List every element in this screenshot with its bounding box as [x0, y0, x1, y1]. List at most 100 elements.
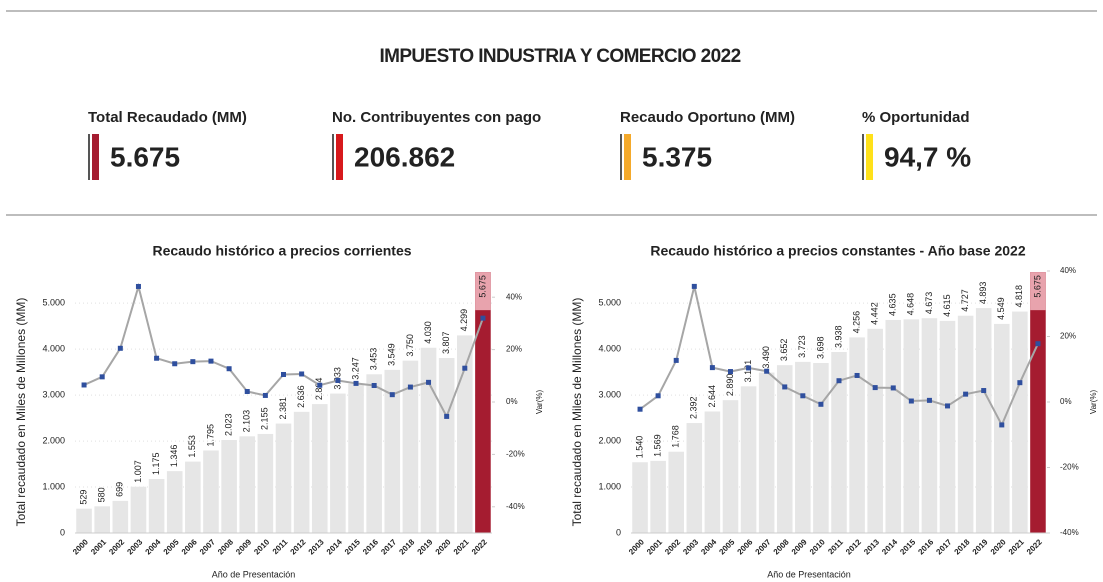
bar-value-label: 3.247 — [350, 357, 360, 380]
bar-value-label: 529 — [78, 490, 88, 505]
var-marker — [190, 359, 196, 365]
bar — [348, 383, 364, 533]
bar — [668, 451, 684, 533]
y2-tick-label: 20% — [1060, 332, 1076, 341]
var-marker — [462, 365, 468, 371]
y2-tick-label: -40% — [1060, 528, 1079, 537]
bar-value-label: 3.490 — [761, 346, 771, 369]
y2-axis-title: Var(%) — [535, 390, 544, 415]
bar-value-label: 4.615 — [942, 294, 952, 317]
bar-value-label: 2.103 — [242, 410, 252, 433]
bar-value-label: 4.256 — [851, 311, 861, 334]
bar — [130, 486, 147, 533]
var-marker — [1035, 341, 1041, 347]
bar-value-label: 1.553 — [187, 435, 197, 458]
bar — [366, 374, 382, 533]
kpi-value: 5.375 — [642, 141, 712, 172]
var-marker — [426, 379, 432, 385]
bar — [76, 508, 92, 533]
var-marker — [981, 388, 987, 394]
y2-tick-label: 0% — [506, 397, 518, 406]
var-marker — [709, 365, 715, 371]
bar — [221, 440, 237, 533]
var-marker — [172, 361, 178, 367]
bar-value-label: 3.807 — [441, 331, 451, 354]
bar-value-label: 1.795 — [205, 424, 215, 447]
var-marker — [818, 401, 824, 407]
bar — [112, 500, 129, 533]
bar — [939, 320, 956, 533]
bar-value-label: 2.636 — [296, 385, 306, 408]
var-marker — [444, 413, 450, 419]
bar — [758, 372, 775, 533]
var-marker — [746, 365, 752, 371]
kpi-divider — [332, 134, 334, 180]
y-tick-label: 0 — [60, 527, 65, 537]
var-marker — [764, 368, 770, 374]
bar — [957, 315, 974, 533]
bar — [457, 335, 473, 533]
var-marker — [99, 374, 105, 380]
bar — [1012, 311, 1028, 533]
y-tick-label: 2.000 — [42, 435, 65, 445]
bar-value-label: 4.727 — [960, 289, 970, 312]
bar-value-label: 5.675 — [477, 275, 487, 298]
bar-value-label: 3.938 — [833, 325, 843, 348]
bar — [94, 506, 110, 533]
bar — [867, 328, 883, 533]
var-marker — [872, 385, 878, 391]
x-axis-title: Año de Presentación — [212, 569, 296, 579]
var-marker — [154, 355, 160, 361]
bar — [311, 404, 328, 533]
bar — [921, 318, 938, 533]
bar — [148, 478, 165, 533]
bar-value-label: 4.030 — [423, 321, 433, 344]
bar-value-label: 5.675 — [1032, 275, 1042, 298]
y-tick-label: 3.000 — [598, 389, 621, 399]
bar — [438, 358, 455, 533]
bar-value-label: 4.673 — [924, 292, 934, 315]
var-marker — [262, 392, 268, 398]
var-marker — [890, 385, 896, 391]
bar-value-label: 699 — [115, 482, 125, 497]
var-marker — [655, 393, 661, 399]
var-marker — [371, 382, 377, 388]
var-marker — [800, 393, 806, 399]
var-marker — [727, 369, 733, 375]
bar — [885, 319, 902, 533]
y-tick-label: 4.000 — [42, 344, 65, 354]
bar — [632, 462, 648, 533]
bar — [475, 272, 491, 533]
x-axis-title: Año de Presentación — [767, 569, 851, 579]
kpi-color-bar — [866, 134, 873, 180]
kpi-label: % Oportunidad — [862, 109, 970, 126]
var-marker — [480, 315, 486, 321]
var-marker — [335, 378, 341, 384]
bar-value-label: 4.442 — [870, 302, 880, 325]
var-marker — [854, 372, 860, 378]
y-axis-title: Total recaudado en Miles de Millones (MM… — [14, 298, 28, 527]
y2-tick-label: 40% — [506, 292, 522, 301]
bar-value-label: 3.453 — [369, 348, 379, 371]
bar-value-label: 2.644 — [707, 385, 717, 408]
y-axis-title: Total recaudado en Miles de Millones (MM… — [570, 298, 584, 527]
bar — [740, 386, 757, 533]
kpi-divider — [862, 134, 864, 180]
bar — [994, 323, 1010, 533]
bar — [166, 471, 183, 533]
y-tick-label: 3.000 — [42, 389, 65, 399]
bar — [293, 411, 310, 533]
bar — [849, 337, 865, 533]
bar-value-label: 4.648 — [906, 293, 916, 316]
bar-value-label: 1.540 — [634, 436, 644, 459]
y-tick-label: 0 — [616, 527, 621, 537]
bar — [650, 460, 666, 533]
kpi-color-bar — [336, 134, 343, 180]
y-tick-label: 5.000 — [598, 298, 621, 308]
bar-value-label: 2.804 — [314, 378, 324, 401]
bar-value-label: 3.723 — [797, 335, 807, 358]
bar-value-label: 2.155 — [260, 407, 270, 430]
var-marker — [244, 389, 250, 395]
y2-tick-label: -20% — [506, 450, 525, 459]
